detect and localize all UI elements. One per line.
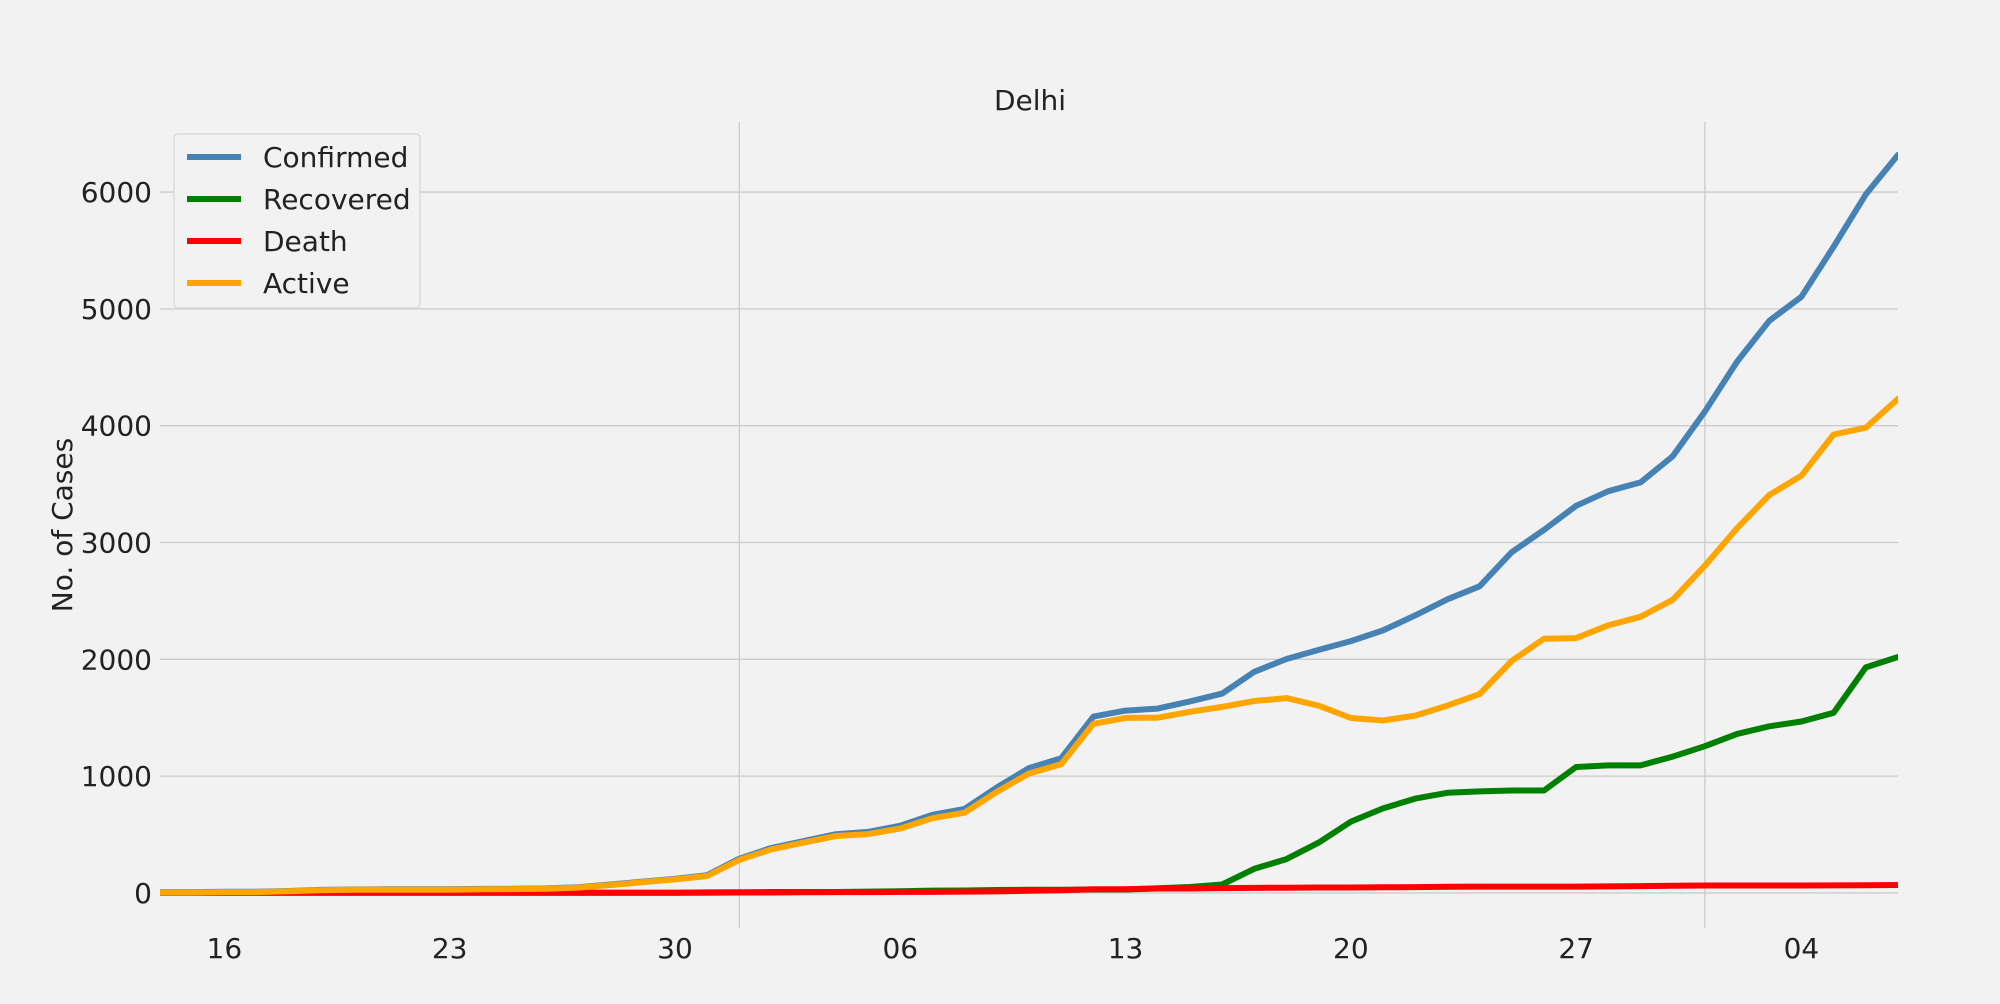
x-tick-label: 27 <box>1558 932 1594 965</box>
y-tick-label: 4000 <box>81 410 152 443</box>
y-tick-label: 5000 <box>81 293 152 326</box>
y-tick-label: 1000 <box>81 760 152 793</box>
x-tick-label: 16 <box>207 932 243 965</box>
x-tick-label: 13 <box>1108 932 1144 965</box>
x-tick-label: 23 <box>432 932 468 965</box>
series-line-confirmed <box>160 151 1898 896</box>
series-lines <box>160 151 1898 896</box>
series-line-active <box>160 395 1898 896</box>
y-tick-labels: 0 1000 2000 3000 4000 5000 6000 <box>81 176 152 910</box>
x-tick-label: 30 <box>657 932 693 965</box>
x-tick-label: 06 <box>882 932 918 965</box>
legend-label: Active <box>263 267 350 300</box>
legend-label: Confirmed <box>263 141 408 174</box>
chart-title: Delhi <box>994 84 1066 117</box>
x-tick-label: 04 <box>1784 932 1820 965</box>
series-line-death <box>160 882 1898 896</box>
x-tick-labels: 16 23 30 06 13 20 27 04 <box>207 932 1820 965</box>
y-tick-label: 0 <box>134 877 152 910</box>
legend: Confirmed Recovered Death Active <box>173 133 421 309</box>
y-tick-label: 2000 <box>81 643 152 676</box>
x-tick-label: 20 <box>1333 932 1369 965</box>
legend-label: Recovered <box>263 183 411 216</box>
legend-box <box>173 133 421 309</box>
y-tick-label: 3000 <box>81 527 152 560</box>
y-axis-label: No. of Cases <box>46 438 79 612</box>
y-tick-label: 6000 <box>81 176 152 209</box>
legend-label: Death <box>263 225 348 258</box>
grid-layer <box>160 122 1898 928</box>
